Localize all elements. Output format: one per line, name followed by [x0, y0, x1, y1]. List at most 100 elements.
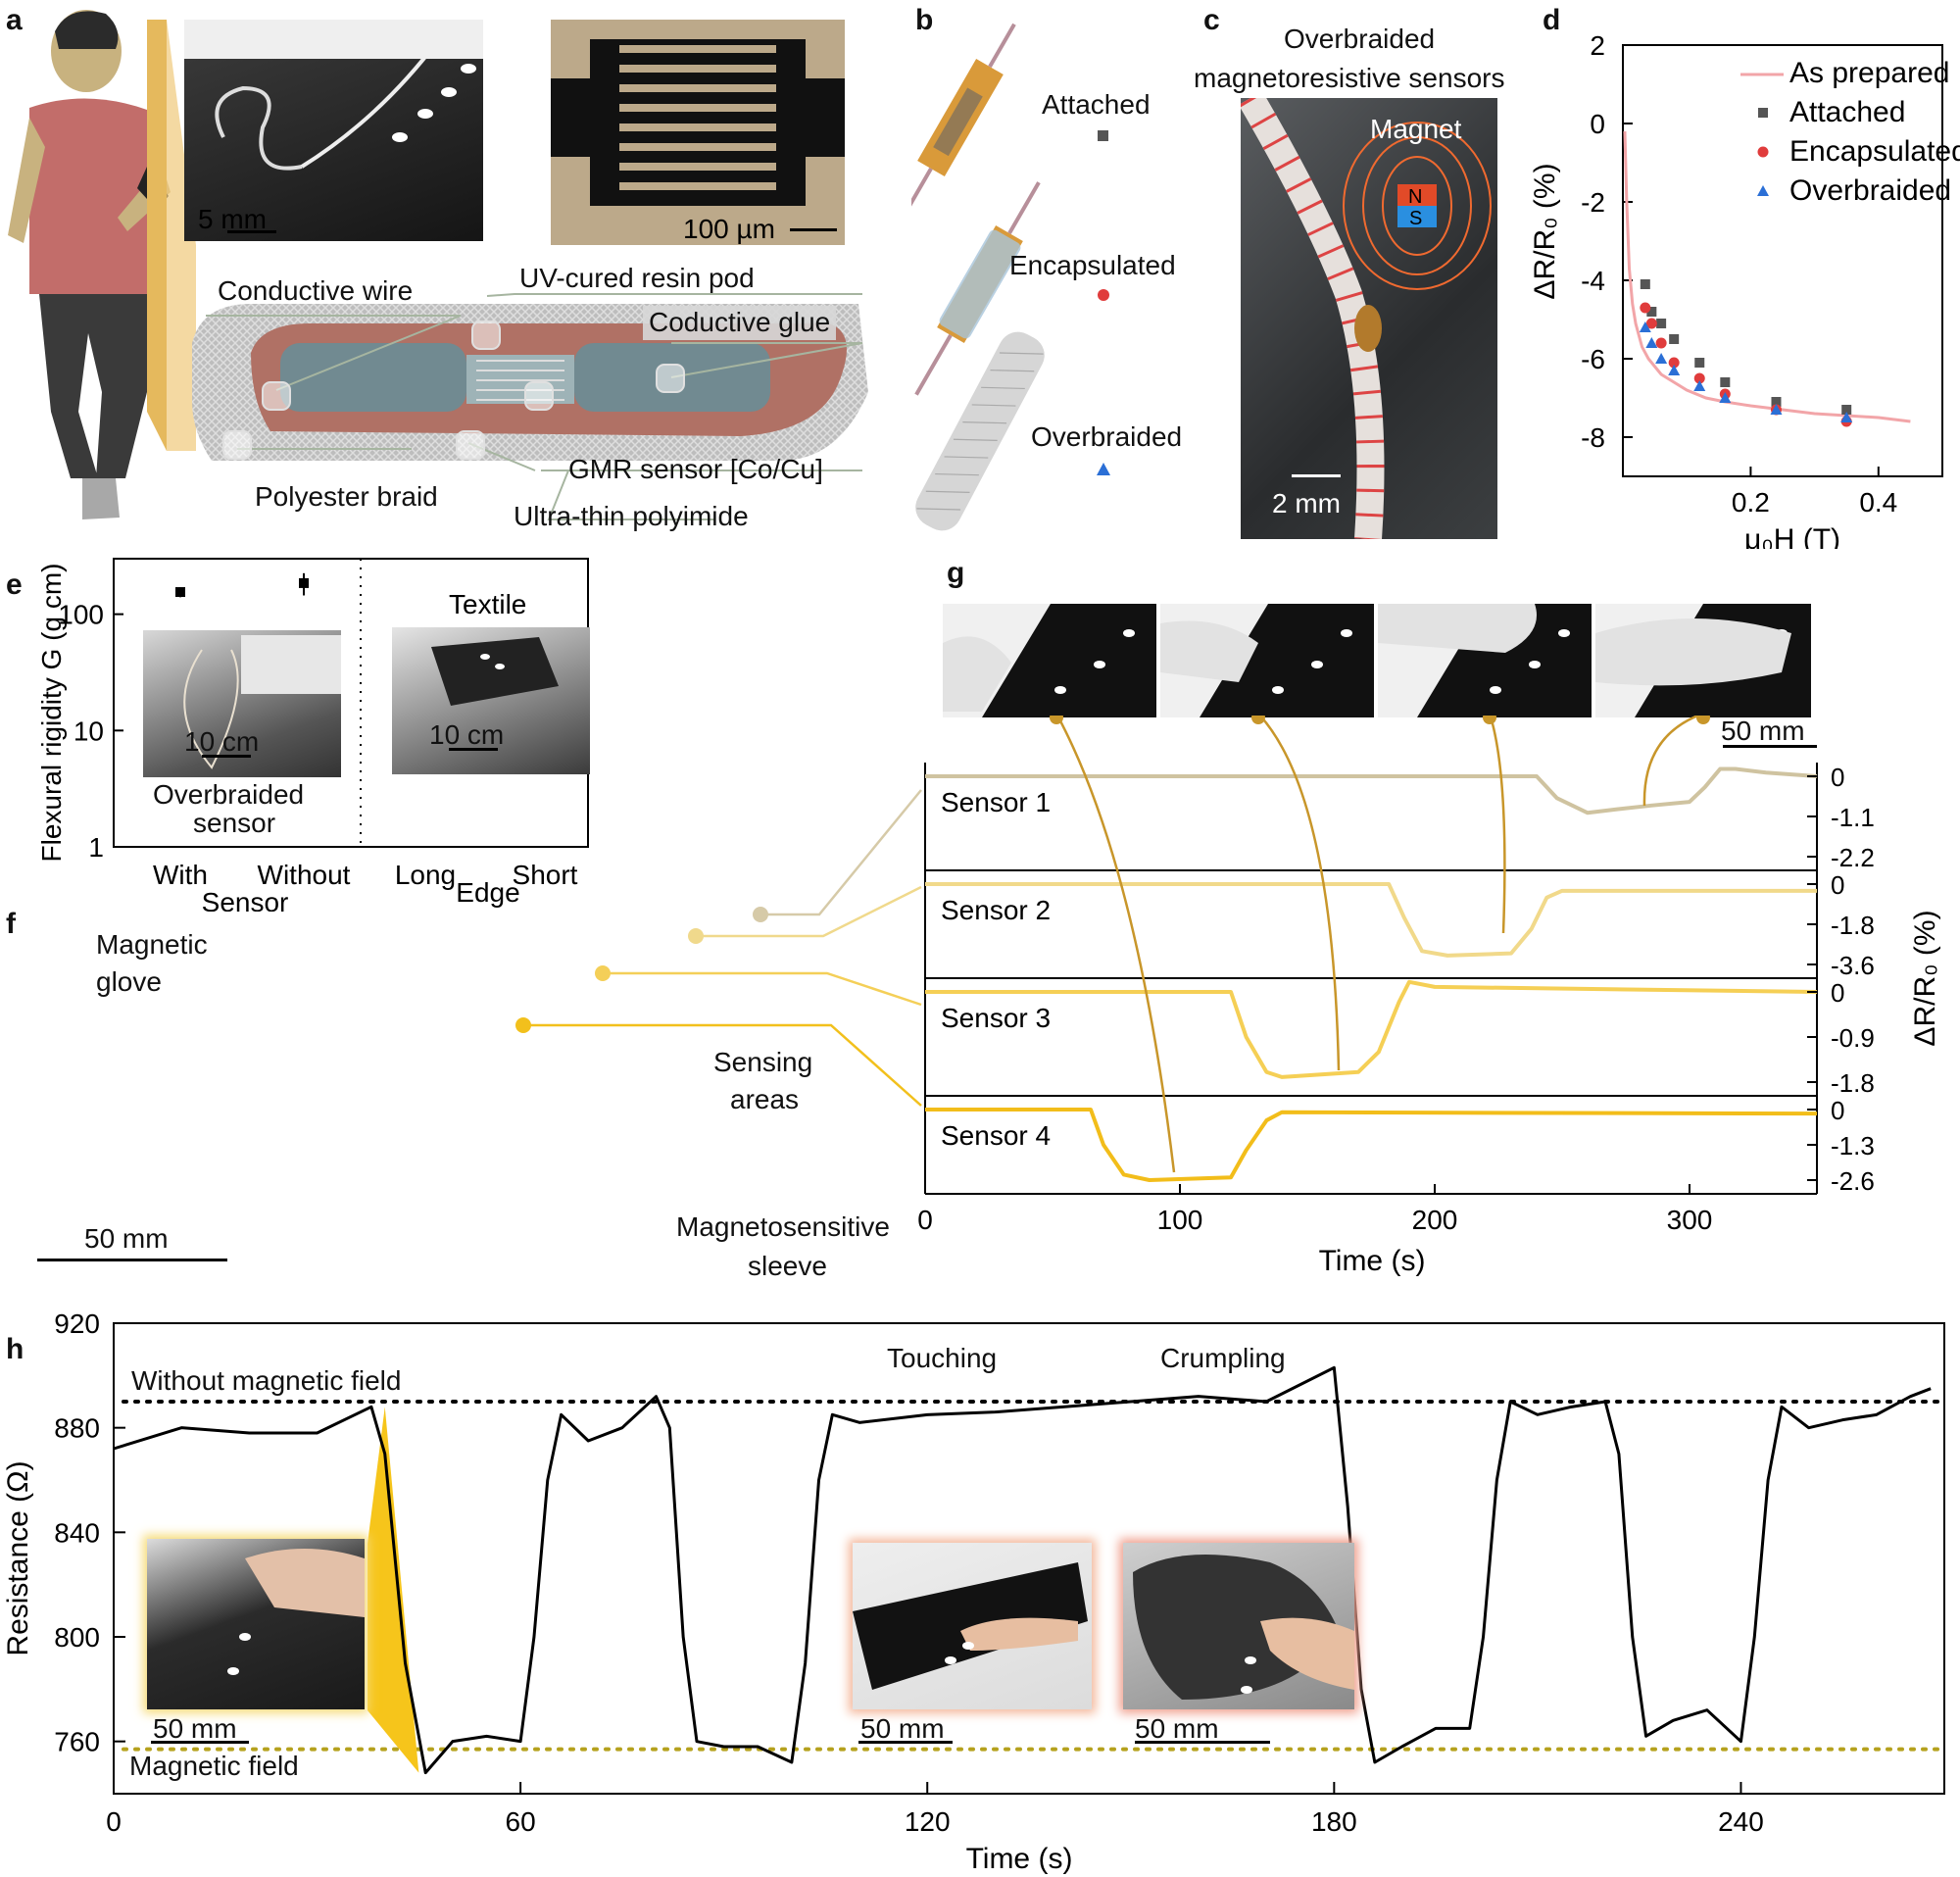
g-xlabel: Time (s): [1319, 1245, 1426, 1277]
d-point-square: [1771, 397, 1782, 407]
h-scale-2-text: 50 mm: [860, 1713, 945, 1744]
e-xgroup-label: Edge: [456, 877, 519, 908]
label-polyester-braid: Polyester braid: [255, 481, 438, 512]
h-ytick-label: 880: [54, 1413, 100, 1444]
panel-a-graphic: [8, 10, 196, 519]
panel-a-scale-left-bar: [227, 230, 276, 233]
g-connector-dot: [1696, 716, 1710, 724]
g-ytick-label: 0: [1831, 763, 1844, 792]
panel-c-scale-bar: [1292, 474, 1341, 477]
h-callout-wedge: [368, 1407, 419, 1773]
label-touching: Touching: [887, 1343, 998, 1373]
panel-a-scale-right-text: 100 µm: [683, 214, 775, 244]
e-xtick-label: Long: [395, 860, 456, 890]
d-point-triangle: [1639, 321, 1651, 332]
g-connector-dot: [1483, 716, 1496, 724]
magnet-n-label: N: [1408, 186, 1423, 208]
g-series-name: Sensor 1: [941, 787, 1051, 817]
inset1-caption-2: sensor: [193, 808, 276, 838]
label-gmr-sensor: GMR sensor [Co/Cu]: [568, 454, 823, 484]
e-ytick-label: 1: [88, 832, 104, 863]
g-series-name: Sensor 2: [941, 895, 1051, 925]
label-resin-pod: UV-cured resin pod: [519, 263, 755, 293]
e-ytick-label: 10: [74, 716, 104, 746]
sleeve-label-1: Magnetosensitive: [676, 1211, 890, 1242]
g-series-line-2: [925, 979, 1818, 1079]
g-photo-3: [1378, 604, 1592, 717]
sleeve-label-2: sleeve: [748, 1251, 827, 1281]
d-point-square: [1669, 334, 1680, 344]
h-photo-crumpling: [1123, 1543, 1354, 1709]
inset1-scale-bar: [202, 755, 251, 758]
panel-b-encapsulated: Encapsulated: [1009, 250, 1176, 280]
h-scale-3-bar: [1135, 1741, 1270, 1744]
panel-a-callouts: [206, 293, 863, 520]
d-ytick-label: 0: [1590, 109, 1605, 139]
g-ytick-label: -1.8: [1831, 1068, 1875, 1098]
h-xtick-label: 240: [1718, 1806, 1764, 1837]
h-scale-1-bar: [151, 1741, 249, 1744]
chart-d: 2 0 -2 -4 -6 -8 0.2 0.4 μ₀H (T) ΔR/R₀ (%) As prepa…: [1529, 30, 1960, 549]
panel-c-magnet: Magnet: [1370, 114, 1462, 144]
panel-c-title-2: magnetoresistive sensors: [1194, 63, 1505, 93]
magnet-s-label: S: [1409, 208, 1423, 229]
overbraided-sensor-photo: Magnet N S 2 mm: [1241, 98, 1497, 539]
h-xtick-label: 60: [506, 1806, 536, 1837]
d-ytick-label: -6: [1581, 344, 1605, 374]
g-connector: [1642, 716, 1702, 807]
g-ytick-label: 0: [1831, 978, 1844, 1008]
panel-f-callouts: [515, 789, 922, 1107]
panel-a-scale-right-bar: [790, 228, 837, 231]
inset2-scale-text: 10 cm: [429, 719, 505, 750]
d-point-square: [1694, 358, 1705, 368]
d-point-square: [1841, 405, 1852, 415]
label-conductive-wire: Conductive wire: [218, 275, 414, 306]
d-point-triangle: [1693, 380, 1706, 391]
panel-g-photo-strip: [943, 604, 1811, 717]
panel-b-overbraided: Overbraided: [1031, 421, 1183, 452]
e-point: [299, 577, 309, 588]
d-point-triangle: [1770, 404, 1783, 415]
d-point-circle: [1693, 372, 1705, 384]
g-photo-4: [1595, 604, 1811, 717]
d-point-triangle: [1719, 392, 1732, 403]
chart-h: 760 800 840 880 920 0 60 120 180 240 Time (s) Resis…: [2, 1309, 1946, 1875]
e-xtick-label: With: [153, 860, 208, 890]
gmr-meander-photo: 100 µm: [551, 20, 845, 245]
h-photo-touching: [853, 1543, 1092, 1709]
inset2-scale-bar: [449, 748, 498, 751]
g-connector-dot: [1251, 716, 1265, 724]
e-point: [175, 587, 185, 598]
panel-letter-h: h: [6, 1333, 24, 1365]
label-magnetic-field: Magnetic field: [129, 1751, 299, 1781]
d-series-line-0: [1623, 130, 1911, 423]
sensing-label-2: areas: [730, 1084, 800, 1114]
g-ytick-label: -3.6: [1831, 951, 1875, 980]
panel-g-scale-text: 50 mm: [1721, 716, 1805, 746]
g-ytick-label: 0: [1831, 1096, 1844, 1125]
d-point-circle: [1640, 302, 1651, 314]
g-ytick-label: -1.8: [1831, 911, 1875, 940]
g-xtick-label: 200: [1412, 1205, 1458, 1235]
glove-label-2: glove: [96, 966, 162, 997]
g-xtick-label: 100: [1157, 1205, 1203, 1235]
d-ylabel: ΔR/R₀ (%): [1529, 163, 1561, 299]
glove-label-1: Magnetic: [96, 929, 208, 960]
h-ytick-label: 840: [54, 1517, 100, 1548]
d-legend-label: Encapsulated: [1789, 135, 1960, 168]
d-legend-label: As prepared: [1789, 57, 1949, 89]
h-scale-1-text: 50 mm: [153, 1713, 237, 1744]
e-xtick-label: Without: [258, 860, 351, 890]
d-xtick-label: 0.4: [1859, 487, 1897, 518]
e-ylabel: Flexural rigidity G (g cm): [36, 564, 67, 863]
d-legend-marker: [1757, 146, 1769, 158]
e-textile-label: Textile: [449, 589, 526, 619]
g-series-line-3: [925, 1108, 1818, 1182]
d-point-triangle: [1840, 412, 1853, 422]
panel-f-scale-bar: [37, 1259, 227, 1261]
h-xtick-label: 0: [106, 1806, 122, 1837]
label-crumpling: Crumpling: [1160, 1343, 1286, 1373]
h-scale-3-text: 50 mm: [1135, 1713, 1219, 1744]
d-point-circle: [1645, 318, 1657, 329]
inset-textile-photo: 10 cm: [392, 627, 590, 774]
